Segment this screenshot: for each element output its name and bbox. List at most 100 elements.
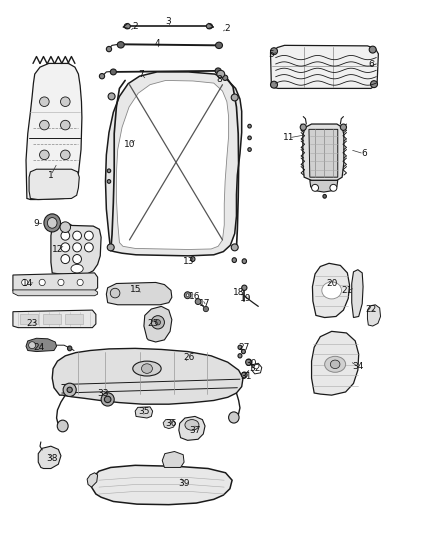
Ellipse shape xyxy=(124,23,131,29)
Text: 6: 6 xyxy=(361,149,367,158)
Ellipse shape xyxy=(61,231,70,240)
Ellipse shape xyxy=(85,243,93,252)
Text: 6: 6 xyxy=(368,60,374,69)
Ellipse shape xyxy=(85,231,93,240)
Ellipse shape xyxy=(110,69,117,75)
Ellipse shape xyxy=(238,345,242,350)
Ellipse shape xyxy=(322,282,342,299)
Ellipse shape xyxy=(44,214,60,232)
Polygon shape xyxy=(92,465,232,505)
Ellipse shape xyxy=(330,184,337,191)
Polygon shape xyxy=(13,290,98,296)
Ellipse shape xyxy=(311,184,318,191)
Text: 38: 38 xyxy=(46,455,58,463)
Polygon shape xyxy=(163,419,175,429)
Ellipse shape xyxy=(184,292,191,298)
Ellipse shape xyxy=(371,80,378,87)
Ellipse shape xyxy=(215,42,223,49)
Text: 27: 27 xyxy=(239,343,250,352)
Polygon shape xyxy=(271,45,378,88)
Text: 23: 23 xyxy=(26,319,38,328)
Ellipse shape xyxy=(191,257,195,262)
Text: 24: 24 xyxy=(33,343,45,352)
Ellipse shape xyxy=(231,244,238,251)
Ellipse shape xyxy=(108,93,115,100)
Ellipse shape xyxy=(67,346,72,351)
Ellipse shape xyxy=(73,231,81,240)
Ellipse shape xyxy=(203,306,208,312)
Ellipse shape xyxy=(67,387,72,392)
Polygon shape xyxy=(43,314,61,324)
Ellipse shape xyxy=(61,243,70,252)
Ellipse shape xyxy=(60,222,71,232)
Ellipse shape xyxy=(241,372,247,378)
Ellipse shape xyxy=(325,357,346,372)
Text: 33: 33 xyxy=(98,389,109,398)
Text: 12: 12 xyxy=(52,245,63,254)
Ellipse shape xyxy=(238,354,242,358)
Text: 8: 8 xyxy=(216,75,222,84)
Ellipse shape xyxy=(195,298,201,304)
Ellipse shape xyxy=(206,23,212,29)
Ellipse shape xyxy=(107,169,111,173)
Text: 21: 21 xyxy=(341,286,353,295)
Ellipse shape xyxy=(39,279,45,286)
Ellipse shape xyxy=(229,412,239,423)
Ellipse shape xyxy=(57,420,68,432)
Polygon shape xyxy=(144,306,172,342)
Polygon shape xyxy=(29,169,79,199)
Text: 31: 31 xyxy=(240,372,252,381)
Text: 13: 13 xyxy=(183,257,194,265)
Ellipse shape xyxy=(186,294,189,296)
Text: 26: 26 xyxy=(184,353,195,362)
Ellipse shape xyxy=(246,359,252,366)
Text: 18: 18 xyxy=(233,287,244,296)
Polygon shape xyxy=(52,349,243,404)
Ellipse shape xyxy=(185,419,199,430)
Text: 5: 5 xyxy=(268,51,274,59)
Ellipse shape xyxy=(110,288,120,298)
Text: 7: 7 xyxy=(138,70,144,78)
Text: 37: 37 xyxy=(189,426,200,435)
Ellipse shape xyxy=(340,124,346,131)
Text: 1: 1 xyxy=(48,171,54,180)
Polygon shape xyxy=(367,305,381,326)
Ellipse shape xyxy=(107,244,114,251)
Ellipse shape xyxy=(71,264,83,273)
Ellipse shape xyxy=(28,342,35,349)
Text: 19: 19 xyxy=(240,294,252,303)
Polygon shape xyxy=(179,416,205,440)
Ellipse shape xyxy=(271,81,278,88)
Polygon shape xyxy=(106,282,172,305)
Text: 20: 20 xyxy=(327,279,338,288)
Ellipse shape xyxy=(99,74,105,79)
Ellipse shape xyxy=(242,285,247,290)
Polygon shape xyxy=(311,332,359,395)
Ellipse shape xyxy=(141,364,152,373)
Text: 9: 9 xyxy=(34,220,39,229)
Text: 30: 30 xyxy=(246,359,257,368)
Text: 2: 2 xyxy=(224,24,230,33)
Ellipse shape xyxy=(73,243,81,252)
Ellipse shape xyxy=(241,350,245,354)
Ellipse shape xyxy=(60,97,70,107)
Polygon shape xyxy=(106,72,242,256)
Ellipse shape xyxy=(106,46,112,52)
Text: 10: 10 xyxy=(124,140,135,149)
Polygon shape xyxy=(117,80,229,249)
Polygon shape xyxy=(162,451,184,467)
Ellipse shape xyxy=(60,150,70,160)
Ellipse shape xyxy=(323,195,326,198)
Text: 17: 17 xyxy=(199,299,211,308)
Ellipse shape xyxy=(47,217,57,228)
Text: 35: 35 xyxy=(138,407,150,416)
Polygon shape xyxy=(51,225,101,274)
Ellipse shape xyxy=(248,124,251,128)
Ellipse shape xyxy=(104,396,111,402)
Text: 11: 11 xyxy=(283,133,295,142)
Polygon shape xyxy=(13,273,98,291)
Ellipse shape xyxy=(63,383,76,397)
Text: 15: 15 xyxy=(130,285,142,294)
Text: 39: 39 xyxy=(178,479,190,488)
Ellipse shape xyxy=(330,360,340,368)
